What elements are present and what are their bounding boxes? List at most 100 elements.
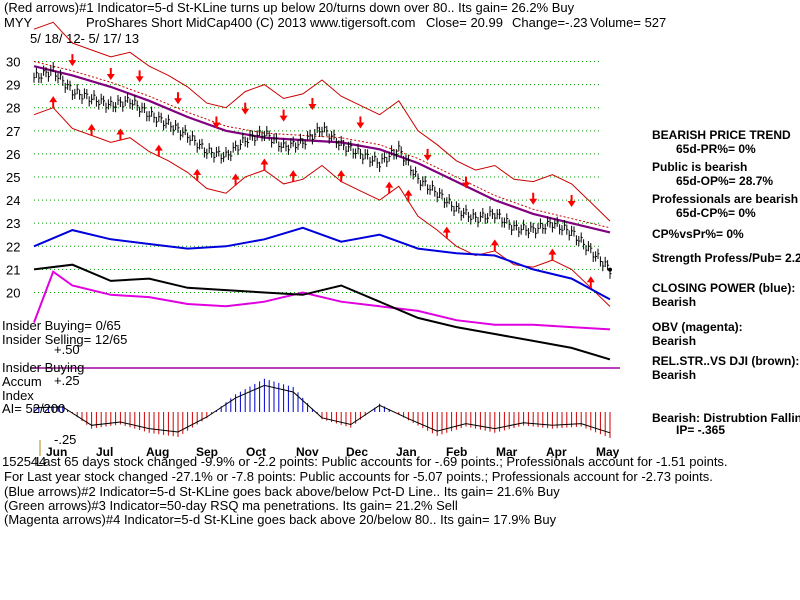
cp-percent: 65d-CP%= 0%: [676, 206, 756, 220]
accum-tick-plus50: +.50: [54, 342, 80, 357]
price-axis-labels: 30 29 28 27 26 25 24 23 22 21 20: [6, 55, 20, 301]
overlap-code: 15254: [2, 454, 38, 469]
x-tick-label: Apr: [546, 445, 567, 459]
buy-arrow: [404, 189, 413, 202]
buy-arrow: [586, 276, 595, 289]
accum-label: Accum: [2, 374, 42, 389]
sell-arrow: [106, 68, 115, 81]
overlap-digit: 4: [39, 454, 46, 469]
y-tick-label: 25: [6, 170, 20, 185]
change-value: Change=-.23: [512, 15, 588, 30]
obv-value: Bearish: [652, 334, 696, 348]
price-grid: [34, 61, 600, 293]
sell-arrow: [567, 195, 576, 208]
buy-arrow: [260, 158, 269, 171]
y-tick-label: 24: [6, 193, 20, 208]
bearish-price-trend: BEARISH PRICE TREND: [652, 128, 791, 142]
buy-arrow: [231, 173, 240, 186]
closing-power-value: Bearish: [652, 295, 696, 309]
closing-power-line: [33, 226, 611, 301]
dotted-ma: [33, 61, 611, 229]
envelope-band: [33, 107, 611, 307]
pr-percent: 65d-PR%= 0%: [676, 142, 756, 156]
sell-arrow: [68, 54, 77, 67]
x-tick-label: Jul: [96, 445, 113, 459]
y-tick-label: 23: [6, 216, 20, 231]
month-axis-labels: Jun Jul Aug Sep Oct Nov Dec Jan Feb Mar Apr May: [46, 445, 620, 459]
y-tick-label: 22: [6, 239, 20, 254]
ai-value: AI= 52/200: [2, 401, 65, 416]
sell-arrow: [423, 148, 432, 161]
x-tick-label: Jun: [46, 445, 67, 459]
sell-arrow: [308, 98, 317, 111]
header-indicator-line: (Red arrows)#1 Indicator=5-d St-KLine tu…: [4, 0, 575, 15]
ip-value: IP= -.365: [676, 423, 725, 437]
x-tick-label: May: [596, 445, 620, 459]
x-tick-label: Mar: [496, 445, 518, 459]
professionals-bearish: Professionals are bearish: [652, 192, 798, 206]
op-percent: 65d-OP%= 28.7%: [676, 174, 773, 188]
y-tick-label: 26: [6, 147, 20, 162]
sell-arrow: [529, 192, 538, 205]
x-tick-label: Nov: [296, 445, 319, 459]
ticker-symbol: MYY: [4, 15, 33, 30]
ma50-line: [33, 65, 611, 234]
relstr-label: REL.STR..VS DJI (brown):: [652, 354, 799, 368]
insider-buying-count: Insider Buying= 0/65: [2, 318, 121, 333]
price-bars: [33, 61, 612, 279]
date-range: 5/ 18/ 12- 5/ 17/ 13: [30, 31, 139, 46]
insider-selling-count: Insider Selling= 12/65: [2, 332, 127, 347]
sell-arrow: [212, 116, 221, 129]
buy-arrow: [116, 128, 125, 141]
buy-arrow: [337, 170, 346, 183]
chart-title: ProShares Short MidCap400 (C) 2013 www.t…: [86, 15, 415, 30]
buy-arrow: [154, 144, 163, 157]
accum-tick-minus25: -.25: [54, 432, 76, 447]
y-tick-label: 21: [6, 262, 20, 277]
rel-str-line: [33, 263, 611, 361]
buy-arrow: [193, 168, 202, 181]
buy-arrow: [289, 170, 298, 183]
buy-arrow: [442, 226, 451, 239]
footer-magenta-arrows: (Magenta arrows)#4 Indicator=5-d St-KLin…: [4, 512, 557, 527]
y-tick-label: 28: [6, 101, 20, 116]
x-tick-label: Feb: [446, 445, 467, 459]
sell-arrow: [279, 109, 288, 122]
accum-tick-plus25: +.25: [54, 373, 80, 388]
volume-value: Volume= 527: [590, 15, 666, 30]
footer-year-change: For Last year stock changed -27.1% or -7…: [4, 469, 713, 484]
y-tick-label: 27: [6, 124, 20, 139]
buy-arrow: [490, 239, 499, 252]
footer-blue-arrows: (Blue arrows)#2 Indicator=5-d St-KLine g…: [4, 484, 560, 499]
sell-arrow: [462, 176, 470, 189]
distribution-status: Bearish: Distrubtion Falling: [652, 411, 800, 425]
public-bearish: Public is bearish: [652, 160, 747, 174]
indicator-lines: [33, 21, 611, 361]
buy-arrow: [49, 96, 58, 109]
sell-arrow: [135, 70, 144, 83]
signal-arrows: [49, 54, 595, 289]
x-tick-label: Dec: [346, 445, 368, 459]
x-tick-label: Jan: [396, 445, 417, 459]
closing-power-label: CLOSING POWER (blue):: [652, 281, 795, 295]
obv-label: OBV (magenta):: [652, 320, 743, 334]
y-tick-label: 29: [6, 78, 20, 93]
insider-buying-label: Insider Buying: [2, 360, 84, 375]
strength-ratio: Strength Profess/Pub= 2.2: [652, 251, 800, 265]
last-close-marker: [608, 267, 612, 272]
envelope-band: [33, 21, 611, 222]
x-tick-label: Oct: [246, 445, 266, 459]
cp-vs-pr: CP%vsPr%= 0%: [652, 227, 744, 241]
close-value: Close= 20.99: [426, 15, 503, 30]
buy-arrow: [385, 181, 394, 194]
sell-arrow: [241, 102, 250, 115]
y-tick-label: 20: [6, 285, 20, 300]
sell-arrow: [356, 116, 365, 129]
accumulation-index-bars: [33, 378, 611, 438]
buy-arrow: [87, 123, 96, 136]
footer-65-day-change: Last 65 days stock changed -9.9% or -2.2…: [36, 454, 728, 469]
obv-line: [33, 270, 611, 331]
x-tick-label: Sep: [196, 445, 218, 459]
index-label: Index: [2, 388, 34, 403]
